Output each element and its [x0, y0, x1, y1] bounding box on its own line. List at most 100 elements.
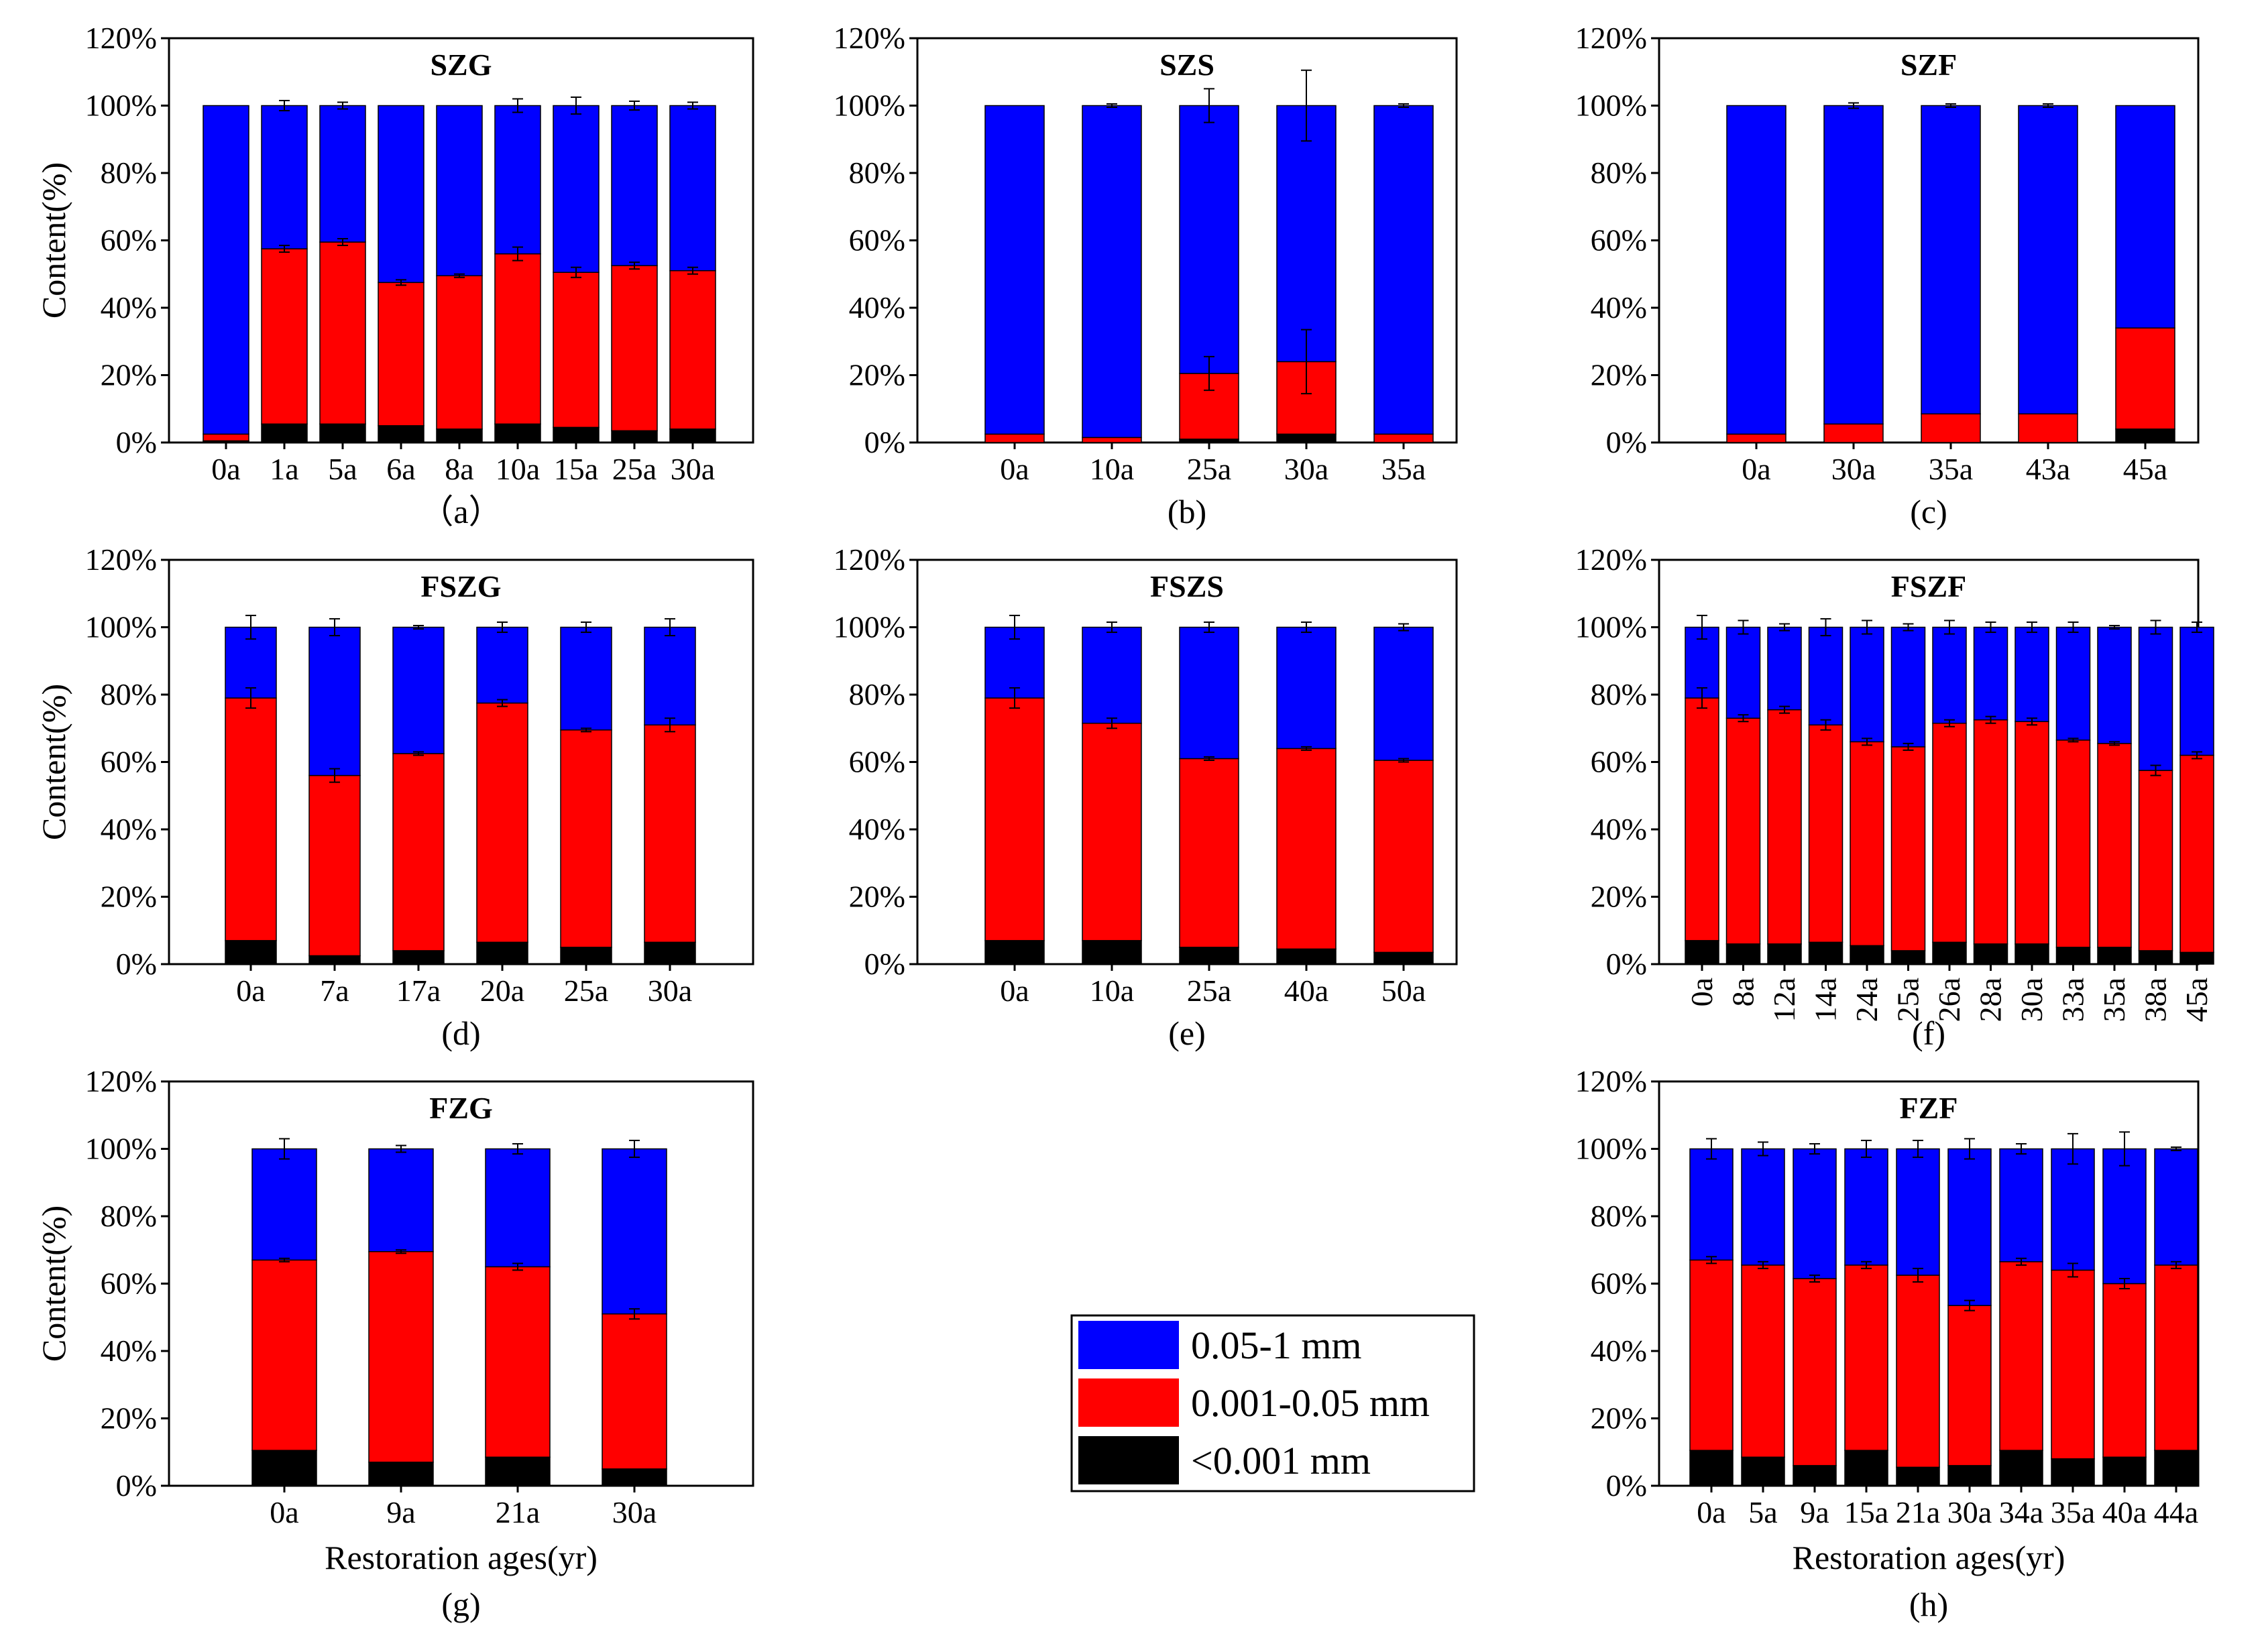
- legend: 0.05-1 mm 0.001-0.05 mm <0.001 mm: [1070, 1314, 1475, 1492]
- y-tick-label: 20%: [849, 358, 905, 392]
- bar-segment-clay: [2102, 1456, 2147, 1486]
- y-tick-label: 0%: [1606, 947, 1647, 981]
- bar-segment-sand: [553, 105, 600, 273]
- bar-segment-clay: [1689, 1450, 1734, 1486]
- bar-segment-silt: [2051, 1269, 2095, 1460]
- y-tick-label: 100%: [85, 610, 157, 644]
- bar-segment-silt: [261, 248, 308, 425]
- bar-segment-clay: [2015, 943, 2049, 965]
- bar-segment-sand: [261, 105, 308, 249]
- bar-segment-sand: [392, 626, 445, 754]
- bar-segment-silt: [1373, 433, 1434, 443]
- bar-segment-sand: [308, 626, 361, 776]
- bar-segment-sand: [1932, 626, 1967, 724]
- panel-title: FSZG: [420, 569, 501, 603]
- legend-swatch-clay: [1078, 1436, 1179, 1484]
- bar-segment-silt: [392, 753, 445, 951]
- bar-segment-silt: [308, 774, 361, 957]
- bar-segment-clay: [1685, 940, 1719, 965]
- x-tick-label: 10a: [1090, 974, 1134, 1008]
- y-tick-label: 120%: [1575, 542, 1647, 577]
- y-tick-label: 40%: [1591, 812, 1647, 846]
- panel-caption: (g): [441, 1586, 480, 1623]
- bar-segment-clay: [378, 425, 424, 443]
- x-tick-label: 8a: [445, 452, 473, 486]
- bar-segment-clay: [1999, 1450, 2043, 1486]
- y-tick-label: 40%: [849, 812, 905, 846]
- x-tick-label: 35a: [1381, 452, 1426, 486]
- bar-segment-sand: [669, 105, 716, 272]
- bar-segment-sand: [1793, 1148, 1837, 1279]
- bar-segment-silt: [368, 1251, 434, 1463]
- bar-segment-clay: [2051, 1458, 2095, 1486]
- bar-segment-clay: [644, 941, 696, 965]
- y-tick-label: 120%: [85, 21, 157, 55]
- y-tick-label: 20%: [1591, 358, 1647, 392]
- y-tick-label: 60%: [1591, 223, 1647, 257]
- x-tick-label: 30a: [2015, 978, 2049, 1022]
- x-tick-label: 30a: [1284, 452, 1328, 486]
- legend-label-sand: 0.05-1 mm: [1191, 1324, 1362, 1367]
- x-tick-label: 0a: [1685, 978, 1719, 1006]
- bar-segment-sand: [2115, 105, 2175, 329]
- bar-segment-sand: [1741, 1148, 1785, 1266]
- y-tick-label: 60%: [849, 223, 905, 257]
- panel-caption: (b): [1168, 493, 1206, 530]
- x-tick-label: 43a: [2026, 452, 2070, 486]
- bar-segment-clay: [1082, 940, 1142, 965]
- bar-segment-clay: [1890, 950, 1926, 965]
- x-tick-label: 10a: [496, 452, 540, 486]
- x-tick-label: 9a: [386, 1495, 415, 1529]
- bar-segment-silt: [560, 729, 612, 948]
- x-tick-label: 26a: [1932, 978, 1966, 1022]
- bar-segment-silt: [611, 265, 658, 432]
- bar-segment-silt: [1844, 1265, 1888, 1451]
- y-tick-label: 20%: [849, 880, 905, 914]
- bar-segment-clay: [1179, 438, 1239, 443]
- y-tick-label: 40%: [101, 812, 157, 846]
- bar-segment-silt: [984, 697, 1045, 941]
- bar-segment-clay: [319, 423, 366, 443]
- y-tick-label: 100%: [85, 1132, 157, 1166]
- x-tick-label: 30a: [1947, 1495, 1992, 1529]
- bar-segment-clay: [1850, 945, 1884, 965]
- x-tick-label: 45a: [2123, 452, 2167, 486]
- bar-segment-sand: [1808, 626, 1844, 725]
- bar-segment-sand: [2097, 626, 2132, 744]
- bar-segment-silt: [984, 433, 1045, 443]
- bar-segment-sand: [1890, 626, 1926, 748]
- x-tick-label: 30a: [671, 452, 715, 486]
- x-tick-label: 24a: [1850, 978, 1884, 1022]
- y-axis-title: Content(%): [35, 684, 72, 840]
- bar-segment-clay: [1725, 943, 1761, 965]
- x-tick-label: 30a: [648, 974, 692, 1008]
- y-tick-label: 80%: [1591, 156, 1647, 190]
- y-tick-label: 120%: [85, 1064, 157, 1098]
- bar-segment-sand: [2179, 626, 2214, 756]
- x-tick-label: 40a: [1284, 974, 1328, 1008]
- x-tick-label: 8a: [1726, 978, 1760, 1006]
- bar-segment-silt: [1689, 1259, 1734, 1451]
- y-tick-label: 40%: [849, 290, 905, 325]
- bar-segment-clay: [1179, 947, 1239, 965]
- bar-segment-sand: [560, 626, 612, 731]
- y-tick-label: 100%: [1575, 610, 1647, 644]
- bar-segment-clay: [368, 1462, 434, 1486]
- panel-caption: (f): [1912, 1014, 1945, 1052]
- bar-segment-silt: [319, 241, 366, 425]
- y-tick-label: 40%: [101, 290, 157, 325]
- y-tick-label: 60%: [101, 223, 157, 257]
- bar-segment-clay: [2055, 947, 2091, 965]
- y-tick-label: 0%: [864, 425, 905, 459]
- y-tick-label: 80%: [101, 1199, 157, 1233]
- bar-segment-sand: [2015, 626, 2049, 722]
- x-tick-label: 50a: [1381, 974, 1426, 1008]
- bar-segment-clay: [611, 430, 658, 443]
- x-tick-label: 30a: [1831, 452, 1876, 486]
- bar-segment-silt: [1890, 746, 1926, 951]
- y-tick-label: 0%: [116, 425, 157, 459]
- x-tick-label: 21a: [496, 1495, 540, 1529]
- bar-segment-sand: [319, 105, 366, 243]
- x-tick-label: 5a: [328, 452, 357, 486]
